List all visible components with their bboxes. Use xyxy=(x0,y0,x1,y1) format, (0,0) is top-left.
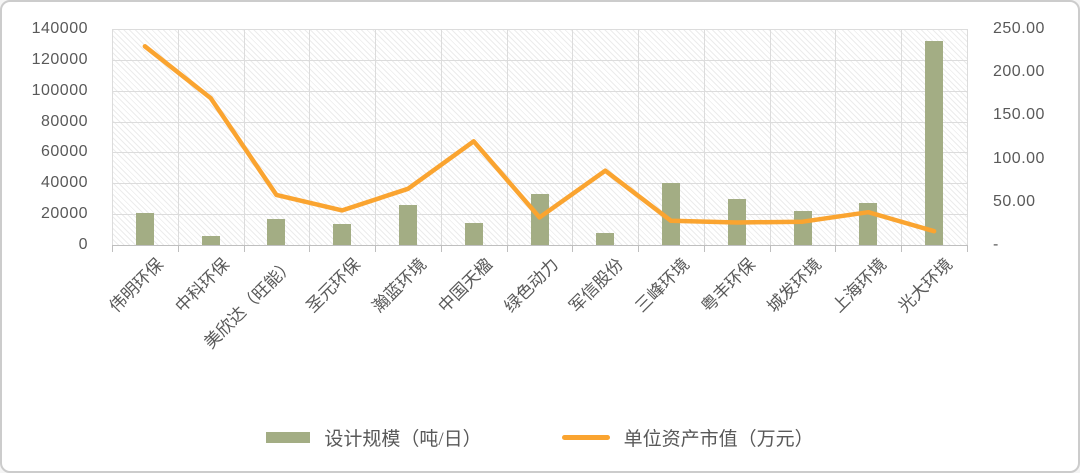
gridline-vertical xyxy=(835,29,837,245)
y-left-tick-label: 80000 xyxy=(41,112,88,130)
legend-item-design-scale: 设计规模（吨/日） xyxy=(266,424,482,451)
unit-asset-value-polyline xyxy=(142,44,937,234)
gridline-vertical xyxy=(309,29,311,245)
y-left-tick-label: 100000 xyxy=(31,81,88,99)
bar-series-swatch xyxy=(266,431,311,443)
gridline-vertical xyxy=(572,29,574,245)
x-category-label: 三峰环境 xyxy=(631,254,694,317)
gridline-horizontal xyxy=(112,90,967,92)
x-category-label: 城发环境 xyxy=(763,254,825,317)
x-axis-tick xyxy=(703,246,705,252)
x-category-label: 绿色动力 xyxy=(500,254,562,317)
gridline-horizontal xyxy=(112,59,967,61)
x-axis-tick xyxy=(572,246,574,252)
x-axis-tick xyxy=(769,246,771,252)
y-left-tick-label: 20000 xyxy=(41,205,88,223)
gridline-horizontal xyxy=(112,29,967,30)
bar xyxy=(201,235,220,245)
gridline-vertical xyxy=(177,29,179,245)
x-axis-tick xyxy=(835,246,837,252)
x-category-label: 伟明环保 xyxy=(105,254,168,317)
y-right-tick-label: 150.00 xyxy=(993,106,1045,124)
gridline-vertical xyxy=(440,29,442,245)
x-category-label: 圣元环保 xyxy=(302,254,365,317)
gridline-vertical xyxy=(769,29,771,245)
bar xyxy=(662,183,681,245)
gridline-vertical xyxy=(901,29,903,245)
y-right-tick-label: 100.00 xyxy=(993,149,1045,167)
plot-area xyxy=(112,29,968,246)
bar xyxy=(596,232,615,245)
gridline-vertical xyxy=(243,29,245,245)
x-axis-tick xyxy=(967,246,968,252)
x-axis-tick xyxy=(901,246,903,252)
gridline-horizontal xyxy=(112,183,967,185)
legend-item-unit-asset-value: 单位资产市值（万元） xyxy=(561,424,814,451)
bar xyxy=(464,223,483,245)
x-category-label: 中科环保 xyxy=(171,254,233,317)
line-series-unit-asset-value xyxy=(142,44,937,234)
bar xyxy=(135,212,154,245)
x-category-label: 光大环境 xyxy=(894,254,957,317)
y-left-tick-label: 60000 xyxy=(41,143,88,161)
x-category-label: 美欣达（旺能） xyxy=(200,254,299,353)
x-axis-tick xyxy=(177,246,179,252)
gridline-horizontal xyxy=(112,121,967,123)
y-right-tick-label: 250.00 xyxy=(993,20,1045,37)
x-category-label: 上海环境 xyxy=(828,254,891,317)
legend-label-design-scale: 设计规模（吨/日） xyxy=(324,428,482,450)
y-left-tick-label: 0 xyxy=(78,236,88,253)
x-axis-tick xyxy=(243,246,245,252)
gridline-vertical xyxy=(506,29,508,245)
legend: 设计规模（吨/日） 单位资产市值（万元） xyxy=(2,419,1078,455)
gridline-horizontal xyxy=(112,152,967,154)
x-axis-tick xyxy=(440,246,442,252)
bar xyxy=(398,204,417,245)
gridline-vertical xyxy=(375,29,377,245)
x-axis-tick xyxy=(375,246,377,252)
x-axis-tick xyxy=(112,246,113,252)
y-right-tick-label: 50.00 xyxy=(993,192,1036,210)
x-category-label: 军信股份 xyxy=(565,254,628,317)
line-series-swatch xyxy=(561,434,610,440)
bar xyxy=(333,224,352,245)
y-left-tick-label: 40000 xyxy=(41,174,88,192)
x-axis-tick xyxy=(638,246,640,252)
gridline-vertical xyxy=(638,29,640,245)
x-axis-line xyxy=(112,245,968,246)
y-left-tick-label: 120000 xyxy=(31,50,88,68)
y-left-tick-label: 140000 xyxy=(31,20,88,37)
bar xyxy=(267,218,286,245)
gridline-vertical xyxy=(112,29,113,245)
legend-label-unit-asset-value: 单位资产市值（万元） xyxy=(623,428,814,450)
gridline-vertical xyxy=(967,29,968,245)
y-right-tick-label: - xyxy=(993,236,999,253)
bar xyxy=(925,41,944,245)
x-category-label: 中国天楹 xyxy=(434,254,496,317)
x-axis-tick xyxy=(309,246,311,252)
y-right-tick-label: 200.00 xyxy=(993,63,1045,81)
gridline-vertical xyxy=(703,29,705,245)
x-axis-tick xyxy=(506,246,508,252)
x-category-label: 瀚蓝环境 xyxy=(368,254,431,317)
x-category-label: 粤丰环保 xyxy=(697,254,759,317)
